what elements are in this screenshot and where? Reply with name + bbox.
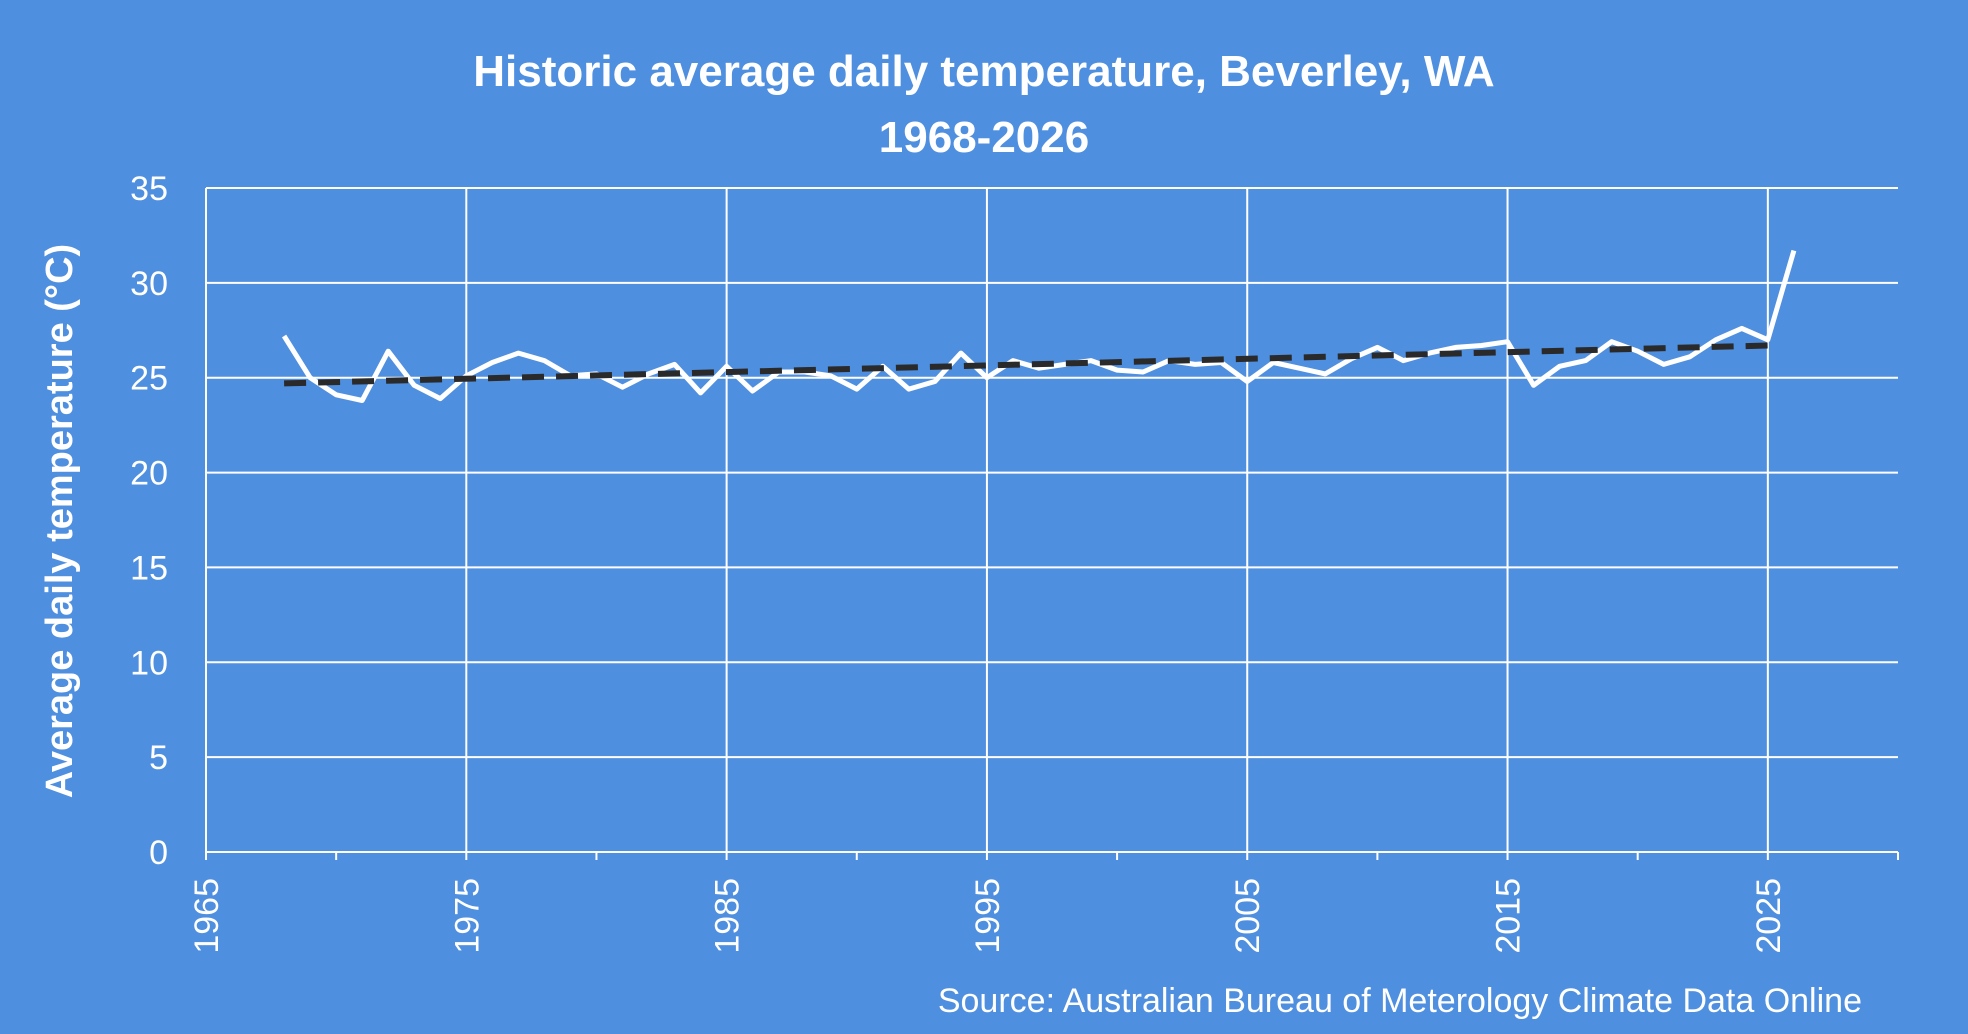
y-tick-label: 15 (130, 549, 168, 587)
trendline (284, 342, 1768, 387)
x-tick-label: 2005 (1229, 878, 1267, 954)
temperature-line (281, 249, 1797, 403)
y-axis: 0 5 10 15 20 25 30 35 (130, 170, 168, 872)
x-tick-label: 2025 (1750, 878, 1788, 954)
grid (205, 187, 1898, 853)
source-note: Source: Australian Bureau of Meterology … (938, 982, 1862, 1020)
chart-subtitle: 1968-2026 (879, 113, 1089, 162)
series-layer (281, 249, 1797, 403)
x-axis: 1965 1975 1985 1995 2005 2015 2025 (188, 852, 1899, 954)
y-tick-label: 0 (149, 834, 168, 872)
y-tick-label: 25 (130, 360, 168, 398)
y-tick-label: 10 (130, 644, 168, 682)
x-tick-label: 2015 (1490, 878, 1528, 954)
y-tick-label: 20 (130, 455, 168, 493)
y-axis-label: Average daily temperature (°C) (39, 244, 81, 798)
y-tick-label: 30 (130, 265, 168, 303)
y-tick-label: 35 (130, 170, 168, 208)
x-tick-label: 1965 (188, 878, 226, 954)
x-tick-label: 1995 (969, 878, 1007, 954)
x-tick-label: 1985 (709, 878, 747, 954)
y-tick-label: 5 (149, 739, 168, 777)
x-tick-label: 1975 (448, 878, 486, 954)
chart-title: Historic average daily temperature, Beve… (473, 47, 1494, 96)
